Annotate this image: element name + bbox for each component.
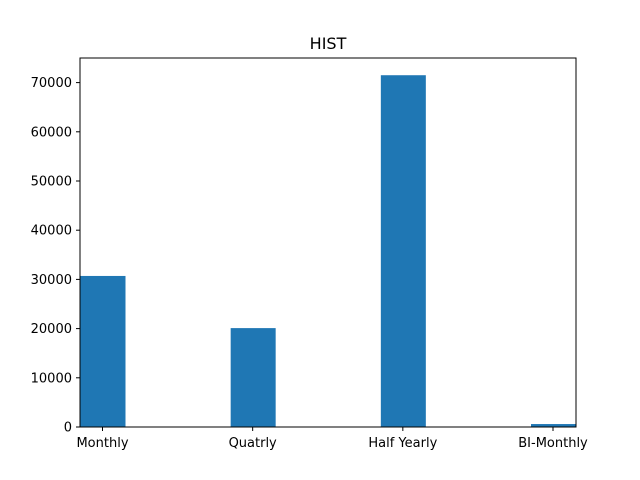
bar-bi-monthly	[531, 424, 576, 427]
plot-frame	[79, 57, 577, 428]
bar-half-yearly	[380, 75, 426, 427]
chart-title: HIST	[310, 34, 347, 53]
y-tick-label: 60000	[31, 125, 72, 140]
y-tick-label: 0	[64, 421, 72, 436]
y-tick-label: 10000	[31, 371, 72, 386]
bar-quatrly	[230, 328, 276, 427]
x-tick-label: Quatrly	[229, 436, 277, 451]
y-tick-label: 70000	[31, 76, 72, 91]
x-tick-label: Half Yearly	[368, 436, 437, 451]
y-tick-label: 20000	[31, 322, 72, 337]
y-tick-label: 50000	[31, 175, 72, 190]
x-axis: Monthly Quatrly Half Yearly BI-Monthly	[76, 427, 588, 451]
x-tick-label: BI-Monthly	[518, 436, 588, 451]
x-tick-label: Monthly	[76, 436, 128, 451]
y-tick-label: 30000	[31, 273, 72, 288]
y-axis: 0 10000 20000 30000 40000 50000 60000 70000	[31, 76, 80, 436]
y-tick-label: 40000	[31, 224, 72, 239]
bar-monthly	[80, 275, 126, 427]
bars-group	[80, 75, 576, 427]
